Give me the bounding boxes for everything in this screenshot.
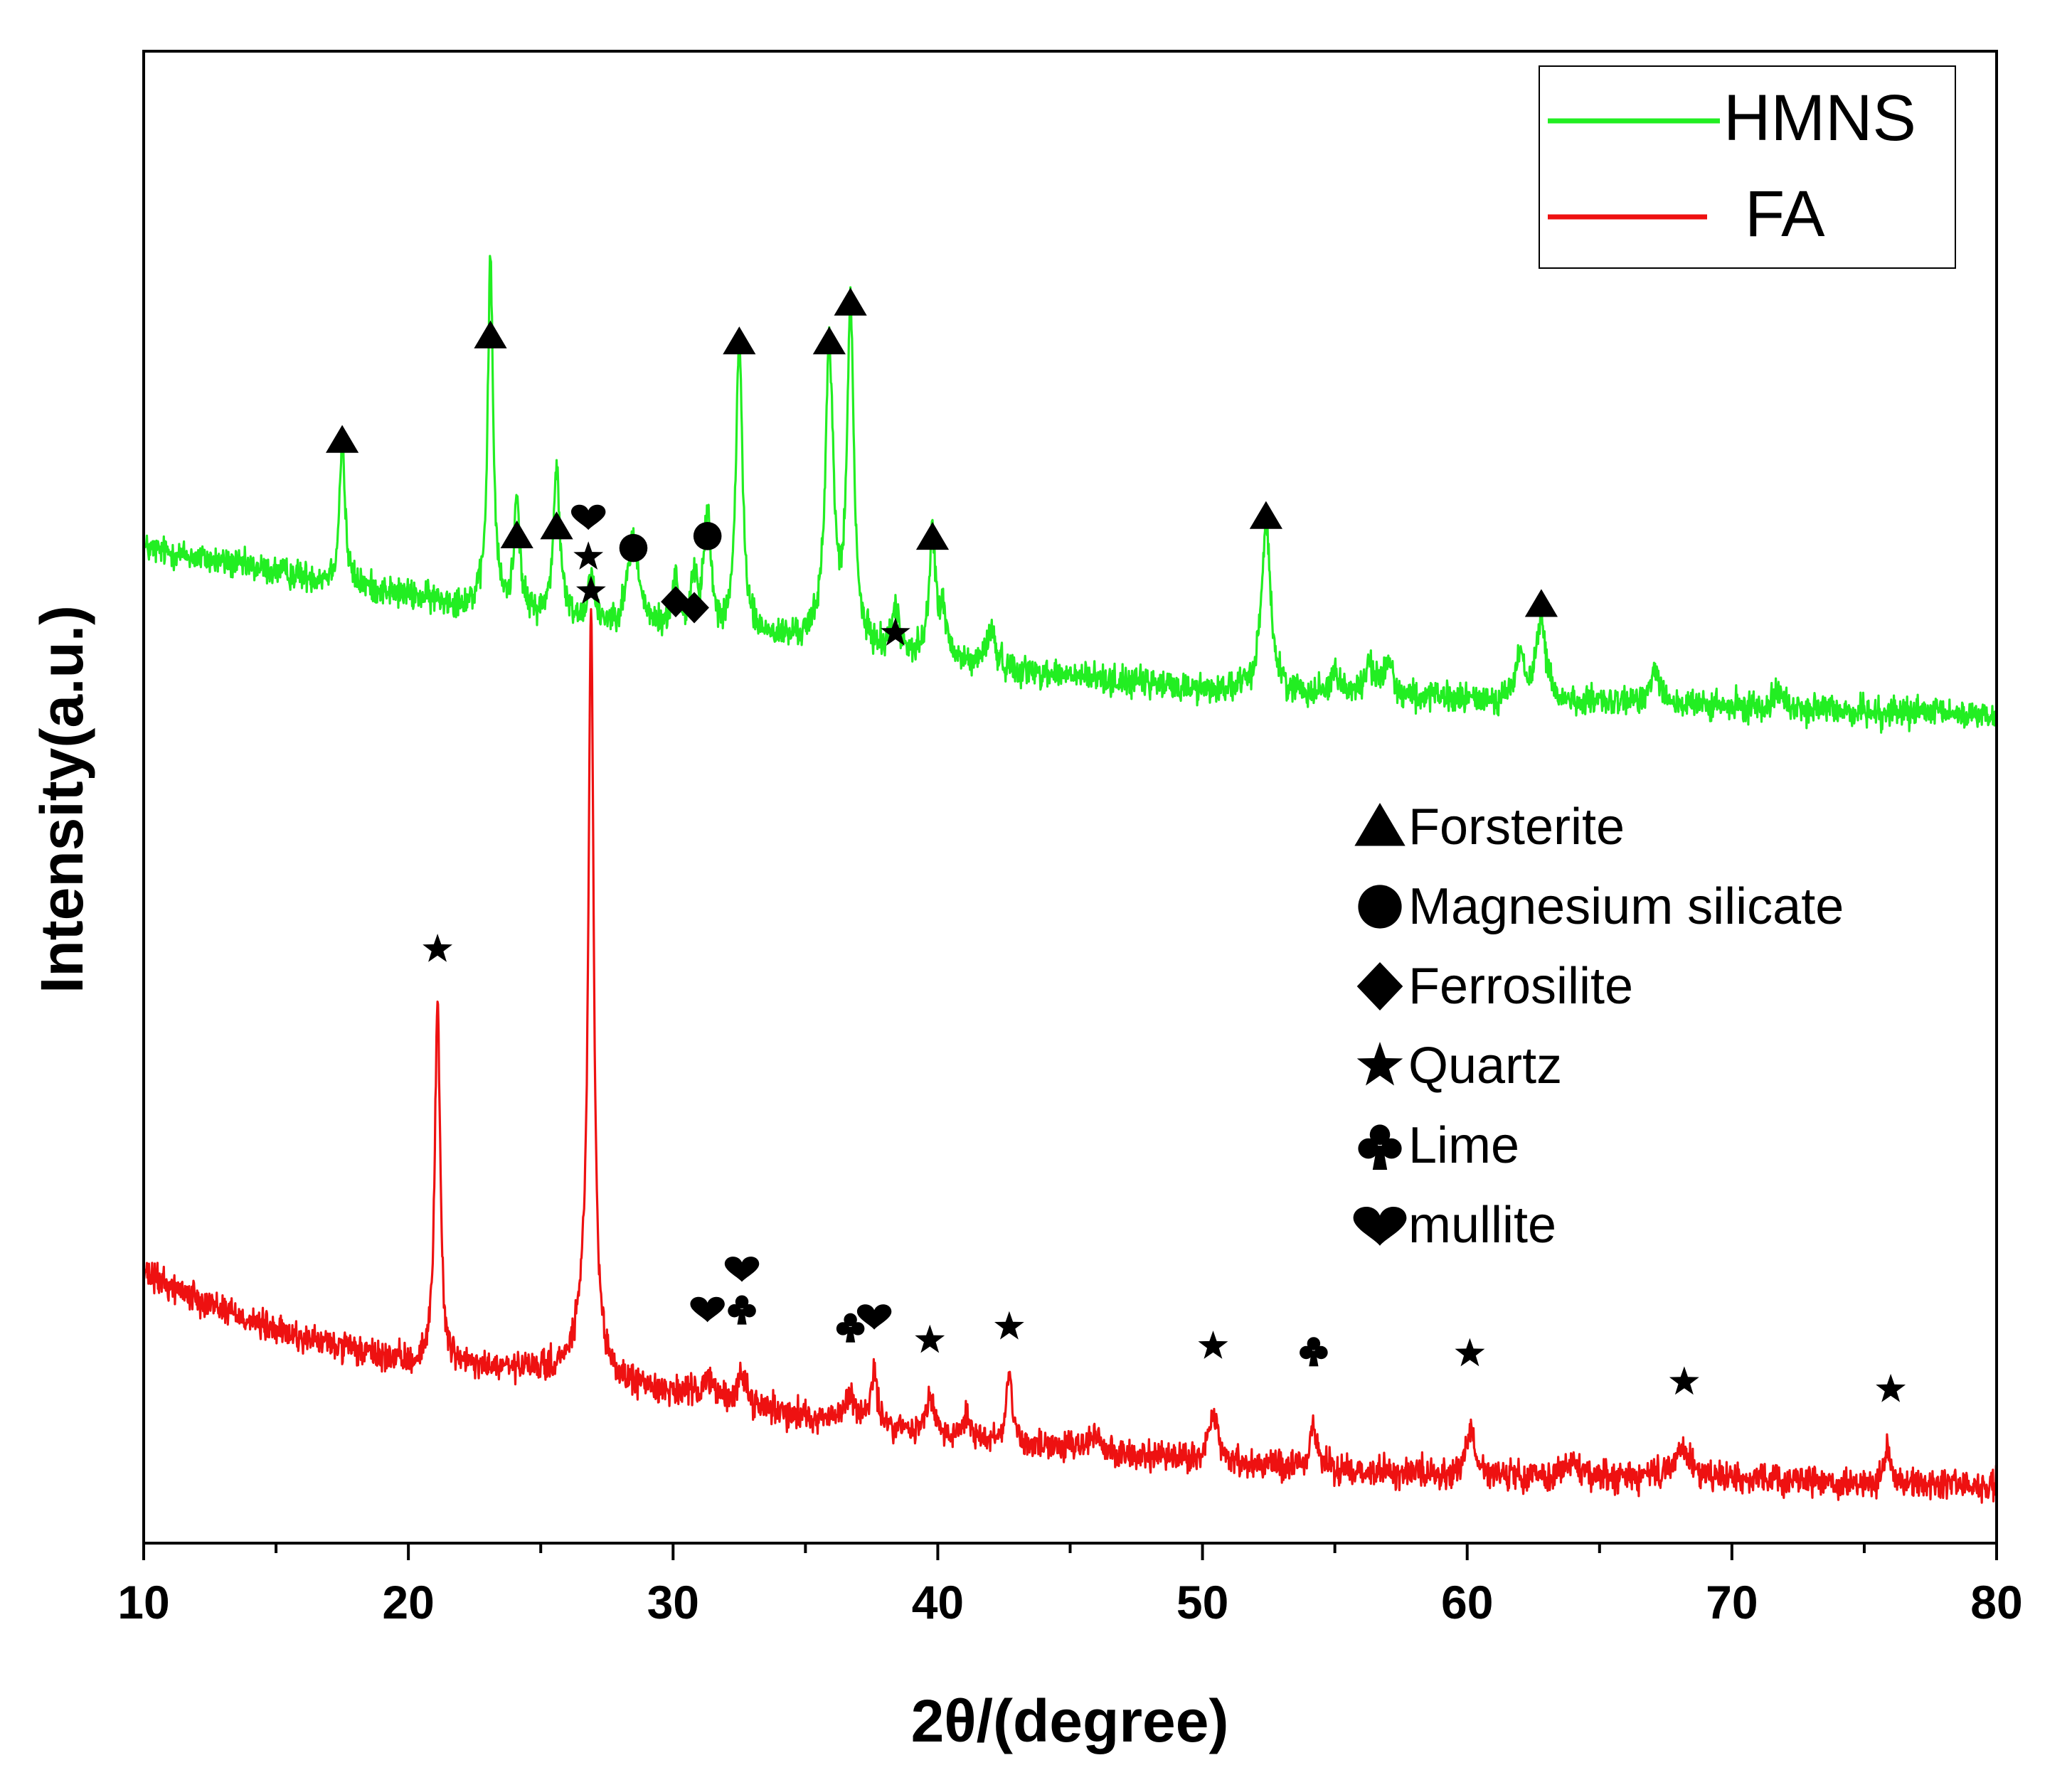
marker-heart-icon [571, 504, 606, 530]
marker-star-icon [1198, 1331, 1228, 1359]
phase-legend-mullite: mullite [1408, 1197, 1556, 1254]
x-axis-ticks: 10 20 30 40 50 60 70 80 [117, 1543, 2023, 1628]
phase-legend: Forsterite Magnesium silicate Ferrosilit… [1353, 799, 1844, 1254]
phase-legend-magnesium-silicate: Magnesium silicate [1408, 878, 1844, 935]
marker-triangle-icon [500, 520, 533, 549]
marker-star-icon [915, 1324, 945, 1353]
marker-heart-icon [690, 1296, 725, 1323]
y-axis-label: Intensity(a.u.) [28, 605, 95, 993]
series-line-hmns [144, 255, 1997, 734]
marker-star-icon [1876, 1373, 1906, 1402]
marker-club-icon [1300, 1337, 1328, 1367]
legend-label-fa: FA [1745, 178, 1825, 250]
x-axis-label: 2θ/(degree) [911, 1687, 1229, 1754]
series-legend: HMNS FA [1539, 65, 1956, 269]
marker-triangle-icon [540, 511, 573, 540]
x-tick-label: 10 [117, 1576, 169, 1628]
marker-star-icon [1669, 1366, 1699, 1395]
marker-triangle-icon [474, 320, 507, 348]
phase-legend-ferrosilite: Ferrosilite [1408, 958, 1633, 1015]
marker-star-icon [1455, 1338, 1485, 1367]
marker-star-icon [573, 541, 604, 570]
phase-legend-quartz: Quartz [1408, 1038, 1562, 1094]
legend-label-hmns: HMNS [1723, 82, 1916, 154]
legend-circle-icon [1358, 885, 1402, 929]
marker-triangle-icon [915, 521, 950, 550]
marker-star-icon [423, 934, 452, 962]
marker-star-icon [881, 617, 910, 646]
marker-triangle-icon [723, 326, 756, 355]
x-tick-label: 60 [1441, 1576, 1493, 1628]
marker-club-icon [728, 1295, 756, 1325]
x-tick-label: 70 [1706, 1576, 1758, 1628]
marker-circle-icon [619, 533, 648, 562]
marker-heart-icon [856, 1304, 892, 1330]
x-tick-label: 20 [382, 1576, 434, 1628]
marker-star-icon [994, 1311, 1024, 1340]
marker-star-icon [576, 575, 606, 604]
marker-triangle-icon [812, 326, 846, 355]
phase-marker-layer [326, 287, 1906, 1402]
phase-legend-forsterite: Forsterite [1408, 799, 1625, 855]
series-line-fa [144, 608, 1997, 1504]
x-tick-label: 50 [1176, 1576, 1228, 1628]
legend-triangle-icon [1354, 803, 1406, 846]
marker-diamond-icon [679, 592, 709, 624]
x-tick-label: 30 [647, 1576, 699, 1628]
x-tick-label: 80 [1970, 1576, 2022, 1628]
phase-legend-symbols [1353, 803, 1407, 1246]
legend-club-icon [1358, 1124, 1402, 1170]
legend-star-icon [1356, 1042, 1403, 1086]
series-legend-box [1539, 65, 1956, 269]
x-tick-label: 40 [912, 1576, 964, 1628]
phase-legend-lime: Lime [1408, 1117, 1519, 1174]
marker-heart-icon [724, 1257, 760, 1282]
legend-diamond-icon [1356, 962, 1403, 1011]
marker-triangle-icon [1524, 589, 1558, 617]
marker-triangle-icon [326, 425, 359, 453]
marker-club-icon [836, 1313, 865, 1343]
marker-triangle-icon [1249, 501, 1282, 529]
marker-triangle-icon [834, 287, 867, 316]
marker-circle-icon [693, 522, 722, 550]
series-layer [144, 255, 1997, 1504]
legend-heart-icon [1353, 1206, 1407, 1246]
